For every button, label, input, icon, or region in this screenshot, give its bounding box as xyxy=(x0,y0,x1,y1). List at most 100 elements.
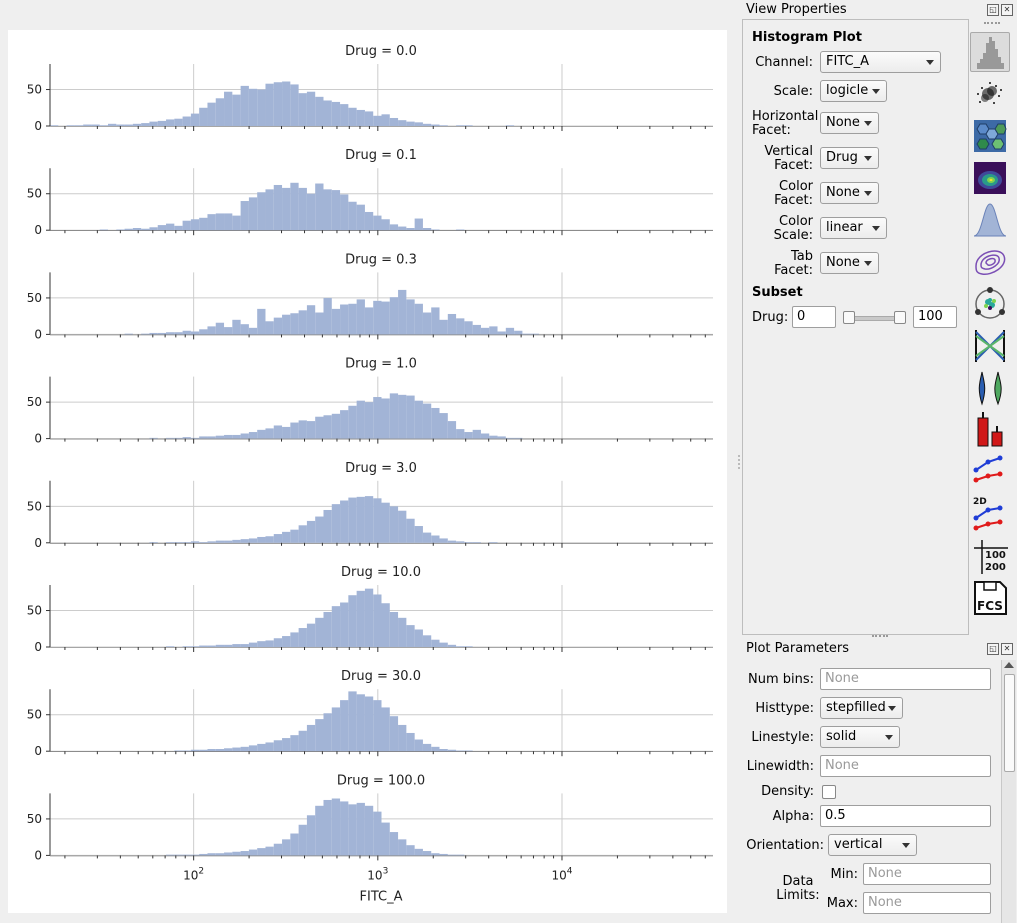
stats-2d-tool-button[interactable]: 2D xyxy=(970,494,1010,534)
num-bins-field[interactable]: None xyxy=(820,668,991,690)
histogram-bar xyxy=(141,123,150,126)
histogram-bar xyxy=(215,853,225,856)
density-2d-tool-button[interactable] xyxy=(970,158,1010,198)
orientation-select[interactable]: vertical xyxy=(828,834,917,856)
histogram-bar xyxy=(306,193,316,231)
subset-drug-max-field[interactable]: 100 xyxy=(913,306,957,328)
slider-handle-min[interactable] xyxy=(843,311,855,324)
float-dock-icon[interactable]: ◱ xyxy=(987,643,999,655)
horizontal-facet-select[interactable]: None xyxy=(820,112,879,134)
histogram-bar xyxy=(456,646,465,647)
histogram-bar xyxy=(323,509,332,543)
scale-select[interactable]: logicle xyxy=(820,80,887,102)
histogram-bar xyxy=(340,500,349,543)
histogram-bar xyxy=(514,437,523,439)
float-dock-icon[interactable]: ◱ xyxy=(987,4,999,16)
subset-drug-range-slider[interactable] xyxy=(843,311,907,324)
histogram-bar xyxy=(232,319,241,335)
histogram-bar xyxy=(174,750,183,752)
histogram-bar xyxy=(199,217,208,231)
scrollbar-thumb[interactable] xyxy=(1004,674,1015,772)
plot-parameters-scrollbar[interactable] xyxy=(1001,660,1016,923)
violin-tool-button[interactable] xyxy=(970,368,1010,408)
histogram-bar xyxy=(166,646,175,647)
slider-handle-max[interactable] xyxy=(894,311,906,324)
histogram-bar xyxy=(298,420,307,439)
table-view-tool-button[interactable]: 100 200 xyxy=(970,536,1010,576)
histogram-bar xyxy=(489,326,498,335)
histogram-bar xyxy=(356,802,365,856)
histogram-bar xyxy=(298,628,307,647)
kde-tool-button[interactable] xyxy=(970,200,1010,240)
histogram-bar xyxy=(273,317,283,335)
y-tick-label: 0 xyxy=(34,223,42,237)
histogram-bar xyxy=(215,322,225,335)
histogram-bar xyxy=(190,113,200,126)
dock-splitter-grip[interactable] xyxy=(872,635,888,639)
histogram-bar xyxy=(290,632,299,647)
y-tick-label: 0 xyxy=(34,744,42,758)
histogram-bar xyxy=(398,617,407,647)
histogram-bar xyxy=(356,109,365,126)
color-facet-select[interactable]: None xyxy=(820,182,879,204)
subset-drug-min-field[interactable]: 0 xyxy=(792,306,836,328)
histogram-bar xyxy=(456,229,465,231)
facet-panel: Drug = 0.0 0 50 xyxy=(27,44,713,133)
histogram-bar xyxy=(356,496,365,543)
histogram-bar xyxy=(166,332,175,335)
histogram-bar xyxy=(132,123,142,126)
alpha-field[interactable]: 0.5 xyxy=(820,805,991,827)
export-fcs-tool-button[interactable]: FCS xyxy=(970,578,1010,618)
histogram-bar xyxy=(406,395,415,439)
channel-select[interactable]: FITC_A xyxy=(820,51,941,73)
plot-parameters-title-bar: Plot Parameters ◱ ✕ xyxy=(746,641,1016,659)
histogram-bar xyxy=(257,743,266,752)
data-limits-min-field[interactable]: None xyxy=(863,863,991,885)
linestyle-select[interactable]: solid xyxy=(820,726,900,748)
histogram-bar xyxy=(248,849,258,856)
parallel-coordinates-icon xyxy=(975,330,1005,362)
bar-chart-tool-button[interactable] xyxy=(970,410,1010,450)
color-scale-label-line1: Color xyxy=(779,214,813,229)
histogram-bar xyxy=(83,124,92,126)
radviz-tool-button[interactable] xyxy=(970,284,1010,324)
vertical-facet-select[interactable]: Drug xyxy=(820,147,879,169)
parallel-coordinates-tool-button[interactable] xyxy=(970,326,1010,366)
histogram-bar xyxy=(306,520,316,543)
histogram-bar xyxy=(290,735,299,752)
density-checkbox[interactable] xyxy=(822,785,836,799)
histogram-bar xyxy=(431,853,440,856)
histtype-select[interactable]: stepfilled xyxy=(820,697,903,719)
scroll-up-icon[interactable] xyxy=(1004,662,1014,668)
histogram-bar xyxy=(207,853,216,856)
tab-facet-select[interactable]: None xyxy=(820,252,879,274)
histogram-bar xyxy=(248,197,258,231)
close-dock-icon[interactable]: ✕ xyxy=(1001,643,1013,655)
histogram-bar xyxy=(364,307,374,335)
histogram-bar xyxy=(207,645,216,647)
histogram-bar xyxy=(273,638,283,647)
histogram-bar xyxy=(248,432,258,439)
histogram-bar xyxy=(74,125,84,126)
contour-tool-button[interactable] xyxy=(970,242,1010,282)
data-limits-max-field[interactable]: None xyxy=(863,892,991,914)
plot-splitter-grip[interactable] xyxy=(738,455,742,469)
stats-1d-tool-button[interactable] xyxy=(970,452,1010,492)
histogram-bar xyxy=(356,299,365,335)
histogram-bar xyxy=(157,332,167,335)
histogram-bar xyxy=(190,219,200,231)
histogram-bar xyxy=(422,403,432,439)
histogram-bar xyxy=(381,603,390,647)
close-dock-icon[interactable]: ✕ xyxy=(1001,4,1013,16)
hexbin-tool-button[interactable] xyxy=(970,116,1010,156)
histogram-bar xyxy=(364,805,374,856)
histogram-bar xyxy=(66,125,75,126)
linewidth-field[interactable]: None xyxy=(820,755,991,777)
scatterplot-tool-button[interactable] xyxy=(970,74,1010,114)
histogram-bar xyxy=(232,215,241,231)
histogram-bar xyxy=(389,117,399,126)
toolbar-grip[interactable] xyxy=(984,22,1000,28)
histogram-bar xyxy=(348,405,357,439)
histogram-tool-button[interactable] xyxy=(970,32,1010,72)
color-scale-select[interactable]: linear xyxy=(820,217,887,239)
